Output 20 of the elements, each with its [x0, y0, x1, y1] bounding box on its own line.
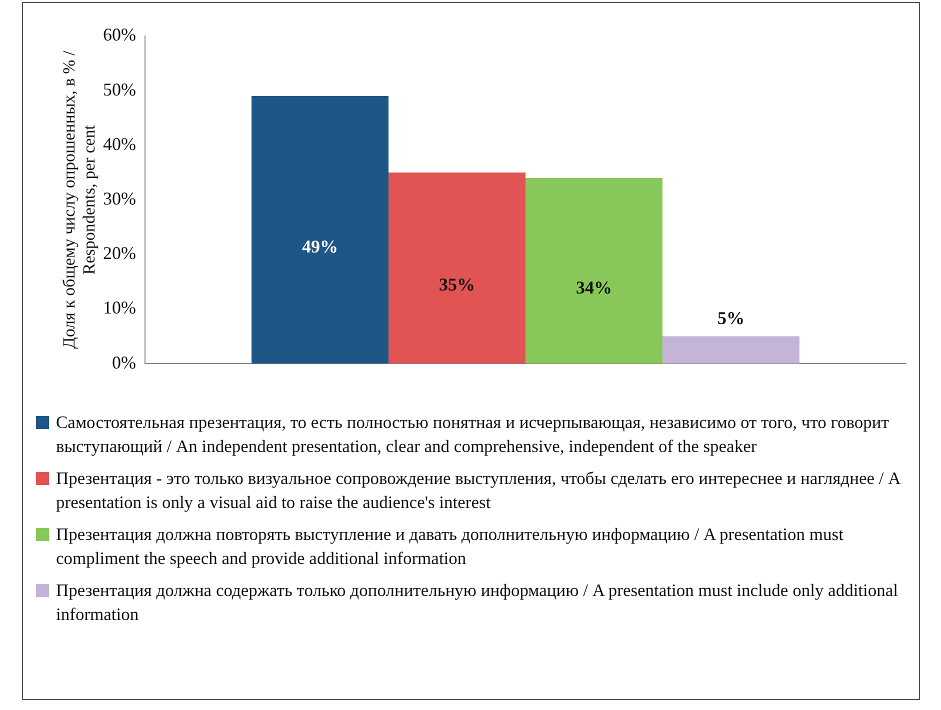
y-tick-label: 60%	[102, 24, 136, 45]
bar	[252, 96, 389, 364]
y-tick-label: 40%	[102, 134, 136, 154]
data-label: 5%	[717, 308, 744, 328]
legend-label: Презентация должна содержать только дополнительную информацию / A presentation must include only additional information	[56, 580, 898, 624]
data-label: 34%	[576, 277, 612, 298]
y-tick-label: 10%	[102, 298, 136, 318]
y-tick-label: 20%	[102, 243, 136, 264]
bar	[662, 336, 800, 364]
bar	[388, 172, 526, 364]
data-label: 35%	[439, 274, 476, 295]
legend-label: Презентация - это только визуальное сопровождение выступления, чтобы сделать его интереснее и нагляднее / A presentation is only a visual aid to raise the audience's interest	[56, 468, 900, 512]
y-tick-label: 30%	[102, 188, 136, 209]
data-label: 49%	[302, 236, 338, 256]
y-tick-label: 0%	[112, 352, 136, 372]
y-axis-title: Доля к общему числу опрошенных, в % / Respondents, per cent	[59, 50, 98, 349]
legend-label: Самостоятельная презентация, то есть полностью понятная и исчерпывающая, независимо от того, что говорит выступающий / An independent presentation, clear and comprehensive, independent of the speaker	[56, 412, 889, 456]
bar	[525, 178, 662, 364]
y-tick-label: 50%	[102, 79, 136, 100]
legend-label: Презентация должна повторять выступление и давать дополнительную информацию / A presentation must compliment the speech and provide additional information	[56, 524, 844, 568]
